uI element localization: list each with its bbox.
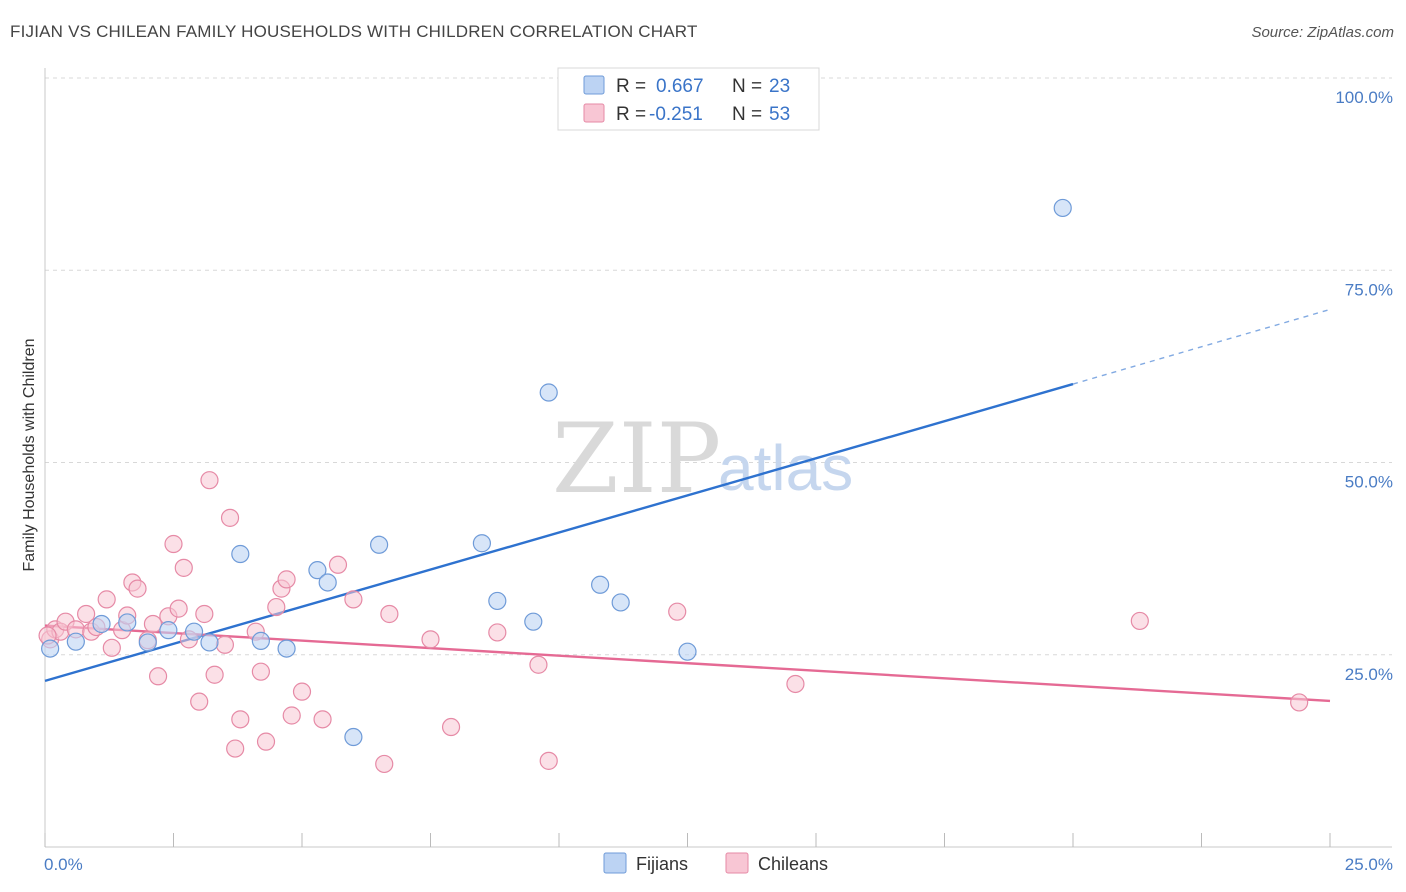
- legend-fijians-n-value: 23: [769, 76, 790, 97]
- point-chileans-24: [200, 471, 219, 490]
- point-fijians-1: [66, 632, 85, 651]
- bottom-legend-swatch-fijians: [603, 852, 627, 874]
- point-fijians-6: [184, 622, 204, 641]
- legend-swatch-chileans: [583, 103, 605, 123]
- point-chileans-29: [231, 710, 250, 729]
- watermark: ZIP atlas: [552, 403, 853, 515]
- watermark-zip: ZIP: [552, 403, 721, 515]
- point-chileans-22: [190, 692, 209, 711]
- legend-chileans-r-value: -0.251: [649, 104, 703, 125]
- bottom-legend: Fijians Chileans: [603, 852, 828, 874]
- point-fijians-2: [92, 614, 111, 634]
- point-chileans-37: [292, 682, 312, 701]
- point-chileans-27: [220, 508, 240, 527]
- point-chileans-43: [421, 630, 440, 649]
- point-chileans-20: [174, 558, 193, 577]
- point-fijians-22: [1053, 198, 1072, 218]
- y-tick-label-25: 25.0%: [1345, 665, 1393, 684]
- point-fijians-16: [488, 591, 507, 611]
- point-fijians-17: [524, 612, 543, 631]
- point-chileans-39: [328, 555, 348, 574]
- point-chileans-49: [786, 674, 805, 694]
- point-chileans-36: [282, 706, 301, 725]
- axes: 0.0% 25.0%: [44, 68, 1393, 874]
- point-chileans-46: [529, 655, 548, 674]
- legend-fijians-n-label: N =: [732, 76, 762, 97]
- trend-line-fijians-extension: [1072, 308, 1331, 385]
- point-fijians-7: [200, 633, 219, 652]
- point-chileans-31: [251, 662, 270, 681]
- point-fijians-8: [231, 544, 250, 564]
- legend-chileans-n-value: 53: [769, 104, 790, 125]
- y-tick-label-50: 50.0%: [1345, 473, 1393, 492]
- point-chileans-47: [539, 751, 558, 770]
- data-points: [38, 198, 1309, 774]
- point-chileans-28: [226, 739, 245, 758]
- point-chileans-9: [102, 638, 121, 657]
- point-chileans-35: [277, 570, 296, 589]
- bottom-legend-swatch-chileans: [725, 852, 749, 874]
- point-chileans-40: [344, 590, 363, 609]
- legend-swatch-fijians: [583, 75, 605, 95]
- point-chileans-15: [143, 614, 163, 634]
- point-fijians-10: [277, 639, 296, 658]
- point-chileans-25: [205, 665, 224, 684]
- point-fijians-19: [591, 575, 610, 594]
- point-fijians-14: [370, 535, 389, 554]
- trend-line-chileans: [44, 624, 1331, 703]
- point-chileans-16: [148, 667, 168, 686]
- y-tick-label-100: 100.0%: [1335, 88, 1393, 107]
- point-chileans-51: [1290, 693, 1309, 712]
- bottom-legend-fijians: Fijians: [636, 854, 688, 874]
- legend-fijians-r-label: R =: [616, 76, 646, 97]
- point-chileans-38: [313, 710, 332, 729]
- point-fijians-15: [472, 534, 491, 553]
- point-chileans-50: [1130, 611, 1149, 631]
- point-fijians-21: [678, 642, 697, 661]
- y-tick-label-75: 75.0%: [1345, 280, 1393, 299]
- source-label: Source: ZipAtlas.com: [1251, 24, 1394, 41]
- point-chileans-8: [97, 590, 116, 609]
- top-legend: R = 0.667 N = 23 R = -0.251 N = 53: [557, 67, 820, 131]
- grid-lines: 25.0% 50.0% 75.0% 100.0%: [45, 77, 1393, 684]
- bottom-legend-chileans: Chileans: [758, 854, 828, 874]
- point-chileans-5: [77, 604, 96, 624]
- point-chileans-41: [375, 754, 394, 774]
- x-tick-label-min: 0.0%: [44, 855, 83, 874]
- point-chileans-18: [164, 534, 183, 554]
- point-chileans-23: [195, 604, 214, 624]
- point-fijians-13: [344, 727, 363, 747]
- point-fijians-11: [308, 561, 327, 580]
- point-fijians-18: [539, 383, 558, 402]
- point-chileans-44: [441, 717, 461, 737]
- point-chileans-48: [668, 602, 687, 621]
- legend-fijians-r-value: 0.667: [656, 76, 704, 97]
- point-fijians-12: [318, 573, 337, 592]
- y-axis-label: Family Households with Children: [21, 339, 38, 572]
- point-fijians-4: [138, 633, 157, 652]
- point-chileans-42: [380, 604, 399, 624]
- trend-line-fijians: [44, 382, 1074, 683]
- legend-chileans-n-label: N =: [732, 104, 762, 125]
- x-tick-label-max: 25.0%: [1345, 855, 1393, 874]
- point-fijians-3: [118, 613, 137, 632]
- point-fijians-20: [611, 593, 630, 612]
- point-chileans-45: [488, 623, 507, 642]
- point-fijians-5: [159, 621, 178, 640]
- point-chileans-26: [215, 635, 234, 654]
- point-chileans-32: [256, 732, 276, 751]
- chart-title: FIJIAN VS CHILEAN FAMILY HOUSEHOLDS WITH…: [10, 22, 698, 41]
- legend-chileans-r-label: R =: [616, 104, 646, 125]
- point-fijians-9: [251, 631, 270, 651]
- point-chileans-13: [128, 579, 147, 598]
- point-fijians-0: [41, 639, 60, 658]
- point-chileans-19: [169, 599, 188, 618]
- point-chileans-33: [267, 597, 286, 617]
